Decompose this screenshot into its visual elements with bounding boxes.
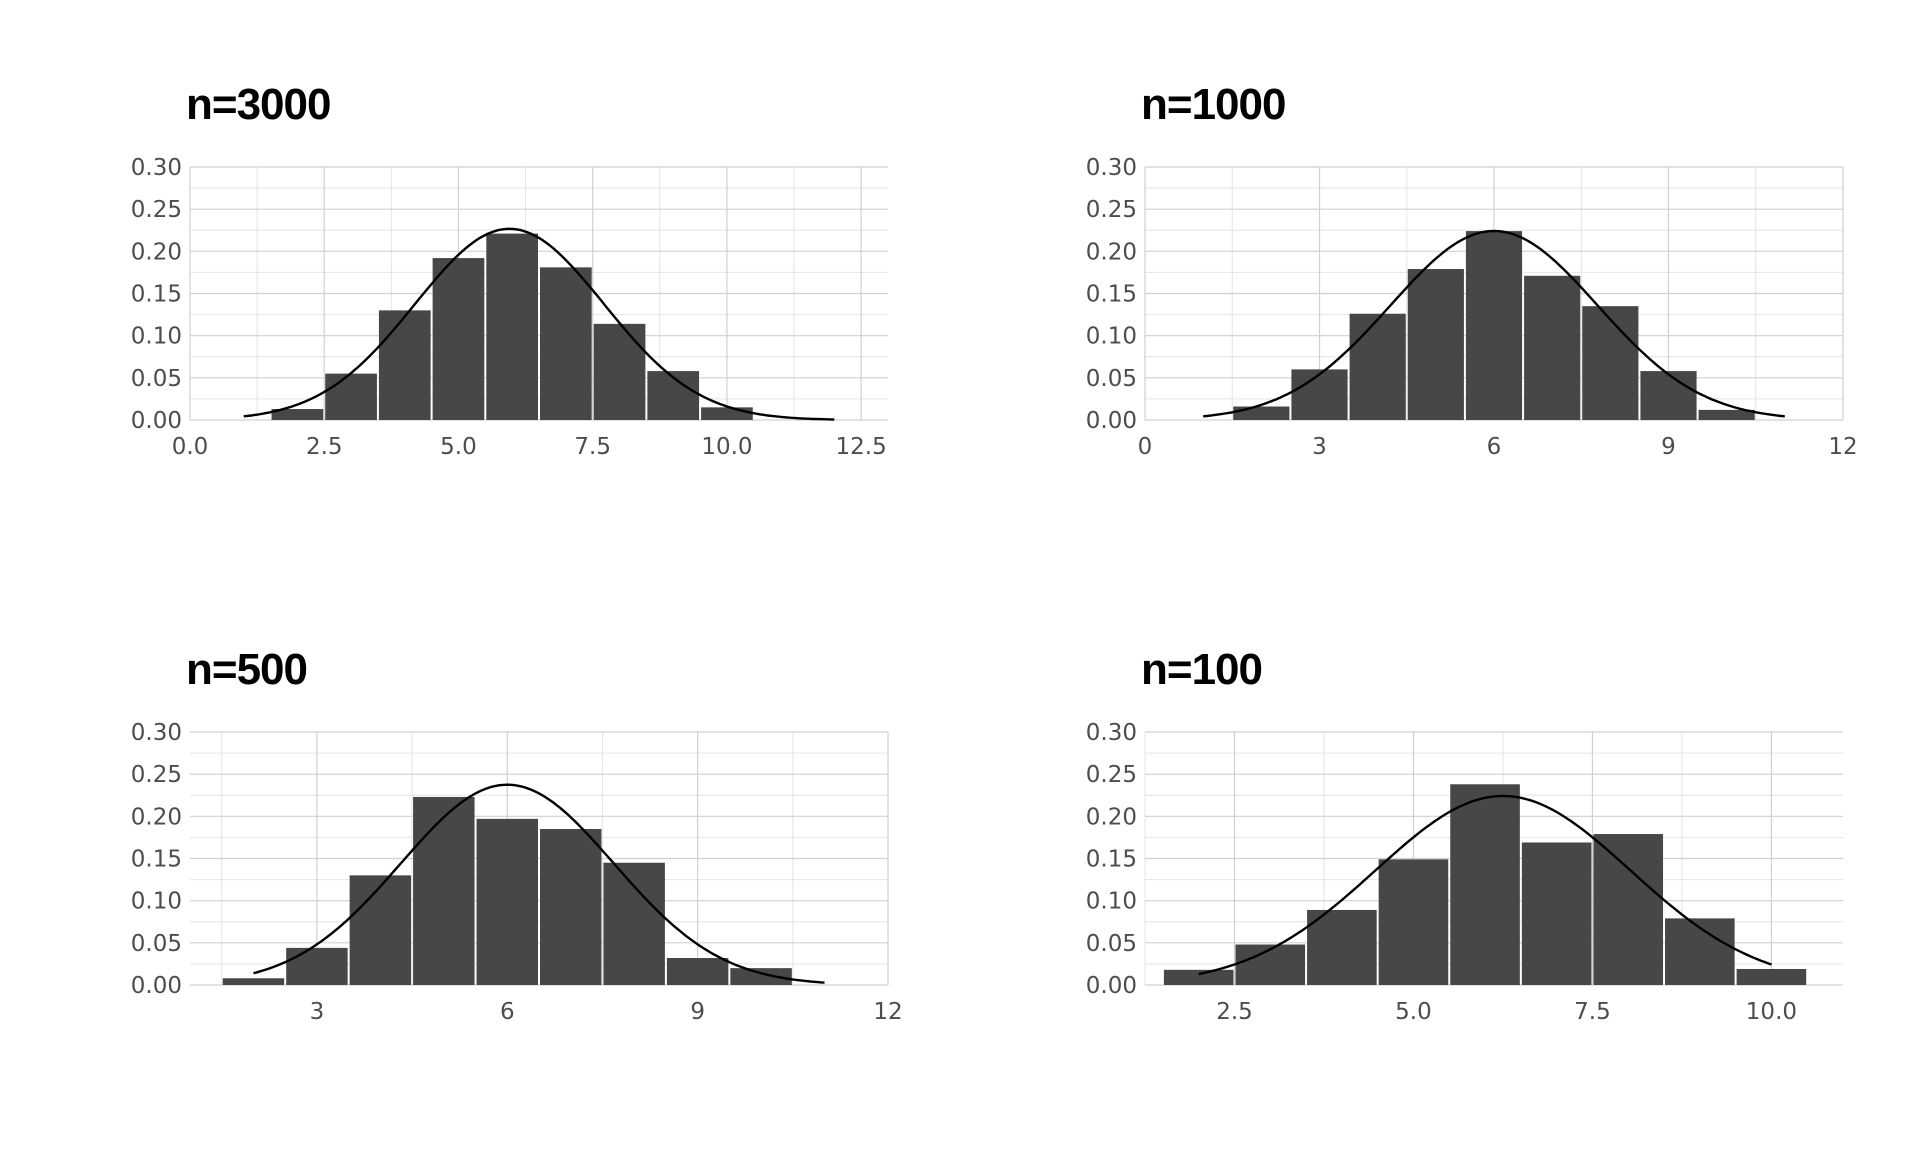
histogram-bar <box>540 828 602 985</box>
histogram-bar <box>603 862 665 985</box>
histogram-bar <box>730 968 792 985</box>
y-tick-label: 0.10 <box>131 324 182 350</box>
histogram-bar <box>1407 269 1464 420</box>
histogram-bar <box>1582 306 1639 420</box>
histogram-bar <box>1450 784 1520 985</box>
histogram-chart: 0.00 0.05 0.10 0.15 0.20 0.25 0.30 3 6 9 12 <box>131 720 903 1025</box>
x-tick-label: 12 <box>873 999 902 1025</box>
histogram-bar <box>349 875 412 985</box>
x-tick-label: 0.0 <box>172 434 209 460</box>
y-tick-label: 0.30 <box>1086 155 1137 181</box>
chart-panel-n1000: n=1000 0.00 0.05 0.10 0.15 0.20 0.25 0.30 0 3 6 9 1… <box>955 0 1915 576</box>
x-tick-label: 3 <box>310 999 325 1025</box>
histogram-bar <box>1698 409 1755 420</box>
histogram-bar <box>1307 909 1377 985</box>
x-tick-label: 10.0 <box>701 434 752 460</box>
y-tick-label: 0.15 <box>131 282 182 308</box>
chart-panel-n100: n=100 0.00 0.05 0.10 0.15 0.20 0.25 0.30 2.5 5.0… <box>955 565 1915 1141</box>
y-tick-label: 0.05 <box>131 931 182 957</box>
y-tick-label: 0.15 <box>1086 847 1137 873</box>
histogram-bar <box>1233 406 1290 420</box>
x-tick-label: 5.0 <box>440 434 477 460</box>
histogram-bar <box>1640 371 1697 420</box>
y-tick-label: 0.15 <box>1086 282 1137 308</box>
histogram-bar <box>1593 834 1664 985</box>
x-tick-label: 12.5 <box>836 434 887 460</box>
histogram-bar <box>647 371 700 420</box>
histogram-bar <box>1349 313 1406 420</box>
x-tick-label: 0 <box>1138 434 1153 460</box>
histogram-bar <box>1665 918 1735 985</box>
y-tick-label: 0.10 <box>1086 324 1137 350</box>
histogram-bar <box>378 310 431 420</box>
y-tick-label: 0.10 <box>1086 889 1137 915</box>
histogram-bar <box>432 258 485 420</box>
y-tick-label: 0.00 <box>131 973 182 999</box>
chart-title: n=500 <box>186 645 308 694</box>
histogram-bar <box>540 267 592 420</box>
histogram-bar <box>701 407 753 420</box>
y-tick-label: 0.20 <box>131 804 182 830</box>
histogram-bar <box>1524 275 1581 420</box>
histogram-chart: 0.00 0.05 0.10 0.15 0.20 0.25 0.30 2.5 5.0 7.5 10.… <box>1086 720 1843 1025</box>
y-tick-label: 0.00 <box>131 408 182 434</box>
y-tick-label: 0.00 <box>1086 973 1137 999</box>
density-curve <box>1203 229 1785 418</box>
y-tick-label: 0.00 <box>1086 408 1137 434</box>
histogram-chart: 0.00 0.05 0.10 0.15 0.20 0.25 0.30 0.0 2.5 5.0 7.5… <box>131 155 888 460</box>
histogram-bar <box>286 947 348 985</box>
y-tick-label: 0.25 <box>131 197 182 223</box>
y-tick-label: 0.25 <box>131 762 182 788</box>
chart-panel-n500: n=500 0.00 0.05 0.10 0.15 0.20 0.25 0.30 3 6 9 12 <box>0 565 960 1141</box>
histogram-bar <box>413 796 475 985</box>
histogram-bar <box>325 373 377 420</box>
histogram-bar <box>1736 968 1807 985</box>
density-curve <box>253 783 825 984</box>
histogram-bar <box>1465 231 1523 420</box>
histogram-bar <box>666 958 729 985</box>
y-tick-label: 0.10 <box>131 889 182 915</box>
histogram-bar <box>1235 944 1306 985</box>
histogram-bar <box>593 323 646 420</box>
x-tick-label: 7.5 <box>1574 999 1611 1025</box>
y-tick-label: 0.30 <box>1086 720 1137 746</box>
y-tick-label: 0.20 <box>131 239 182 265</box>
x-tick-label: 10.0 <box>1746 999 1797 1025</box>
density-curve <box>1198 794 1772 976</box>
y-tick-label: 0.25 <box>1086 762 1137 788</box>
x-tick-label: 2.5 <box>1216 999 1253 1025</box>
y-tick-label: 0.05 <box>1086 931 1137 957</box>
histogram-bar <box>486 233 538 420</box>
x-tick-label: 2.5 <box>306 434 343 460</box>
x-tick-label: 12 <box>1828 434 1857 460</box>
histogram-bar <box>1521 842 1592 985</box>
x-tick-label: 9 <box>1661 434 1676 460</box>
y-tick-label: 0.30 <box>131 720 182 746</box>
chart-panel-n3000: n=3000 0.00 0.05 0.10 0.15 0.20 0.25 0.30 0.0 2.… <box>0 0 960 576</box>
x-tick-label: 3 <box>1312 434 1327 460</box>
x-tick-label: 9 <box>690 999 705 1025</box>
chart-title: n=3000 <box>186 80 331 129</box>
histogram-bar <box>222 978 285 985</box>
y-tick-label: 0.15 <box>131 847 182 873</box>
histogram-bar <box>1163 969 1234 985</box>
y-tick-label: 0.25 <box>1086 197 1137 223</box>
histogram-bar <box>1378 859 1449 985</box>
histogram-chart: 0.00 0.05 0.10 0.15 0.20 0.25 0.30 0 3 6 9 12 <box>1086 155 1858 460</box>
histogram-bar <box>271 409 324 420</box>
y-tick-label: 0.30 <box>131 155 182 181</box>
chart-title: n=1000 <box>1141 80 1286 129</box>
x-tick-label: 6 <box>500 999 515 1025</box>
y-tick-label: 0.20 <box>1086 804 1137 830</box>
density-curve <box>243 227 835 421</box>
y-tick-label: 0.20 <box>1086 239 1137 265</box>
y-tick-label: 0.05 <box>1086 366 1137 392</box>
histogram-bar <box>1291 369 1348 420</box>
x-tick-label: 6 <box>1487 434 1502 460</box>
histogram-bar <box>476 818 538 985</box>
x-tick-label: 5.0 <box>1395 999 1432 1025</box>
x-tick-label: 7.5 <box>574 434 611 460</box>
chart-title: n=100 <box>1141 645 1263 694</box>
y-tick-label: 0.05 <box>131 366 182 392</box>
